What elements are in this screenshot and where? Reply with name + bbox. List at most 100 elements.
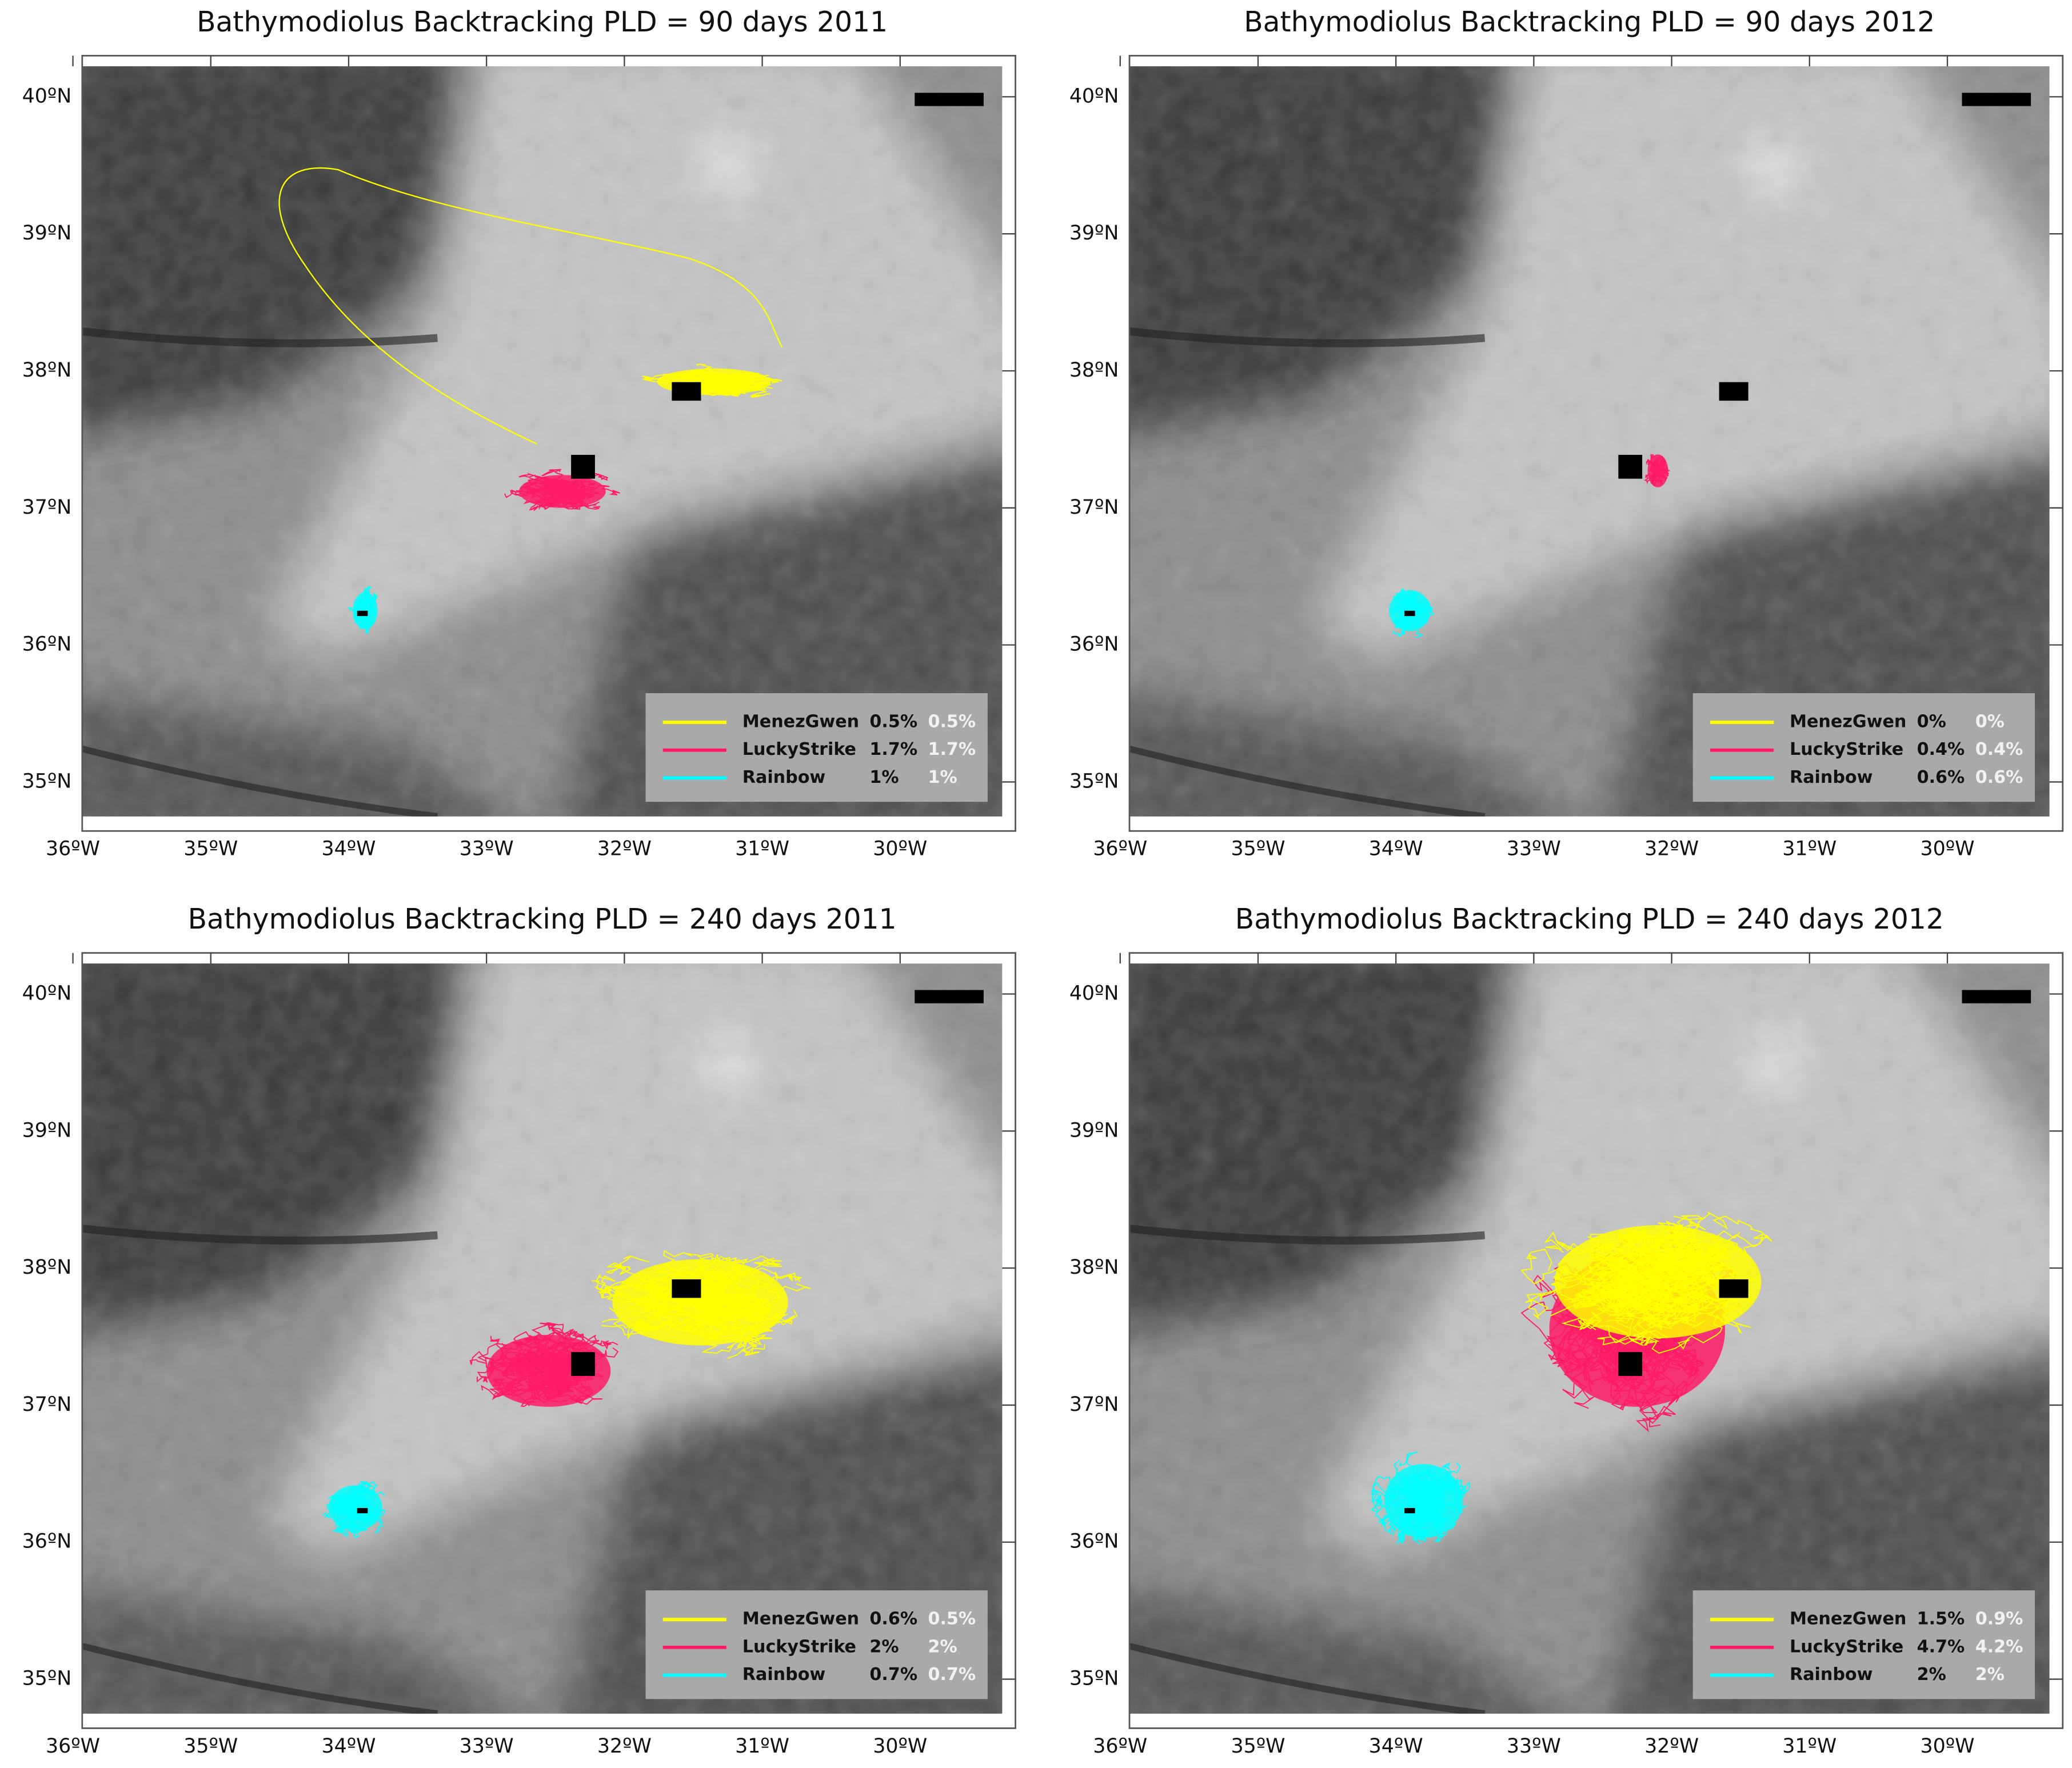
trajectory: [1640, 1275, 1721, 1312]
legend: MenezGwen 0.5% 0.5% LuckyStrike 1.7% 1.7% Rain…: [645, 693, 988, 802]
bathymetry: [1129, 66, 2050, 817]
trajectory: [1392, 1499, 1420, 1545]
legend-value: 1.7%: [869, 739, 917, 759]
trajectory: [356, 1502, 374, 1521]
legend-value: 1%: [928, 767, 957, 787]
map-panel: Bathymodiolus Backtracking PLD = 240 day…: [1069, 903, 2064, 1758]
lat-tick-label: 40ºN: [22, 85, 72, 107]
trajectory: [1599, 1330, 1664, 1399]
trajectory: [1627, 1342, 1699, 1379]
lat-tick-label: 38ºN: [22, 359, 72, 382]
trajectory: [1660, 458, 1667, 478]
trajectory: [516, 1352, 584, 1371]
legend-name: MenezGwen: [1790, 712, 1906, 732]
trajectory: [1662, 1250, 1703, 1286]
legend-name: MenezGwen: [1790, 1609, 1906, 1629]
lat-tick-label: 38ºN: [1069, 1256, 1119, 1279]
trajectory: [1520, 1249, 1632, 1302]
panel-title: Bathymodiolus Backtracking PLD = 90 days…: [1244, 6, 1935, 38]
lon-tick-label: 35ºW: [1231, 838, 1285, 861]
lon-tick-label: 34ºW: [1369, 1735, 1423, 1758]
texture: [1129, 66, 2050, 817]
legend-box: [1692, 693, 2035, 802]
lon-tick-label: 36ºW: [46, 1735, 100, 1758]
trajectory: [1428, 1477, 1452, 1502]
lon-tick-label: 35ºW: [183, 1735, 238, 1758]
trajectory: [1688, 1228, 1772, 1269]
fracture: [82, 745, 438, 817]
bathymetry: [82, 66, 1003, 817]
legend-box: [1692, 1590, 2035, 1699]
legend-name: Rainbow: [742, 1665, 825, 1685]
frame: [81, 55, 1016, 832]
trajectory: [1597, 1298, 1690, 1346]
legend-value: 0.5%: [928, 712, 976, 732]
map-panel: Bathymodiolus Backtracking PLD = 90 days…: [22, 6, 1016, 861]
lon-tick-label: 34ºW: [321, 1735, 376, 1758]
trajectory: [1607, 1230, 1671, 1270]
legend-value: 0.6%: [1917, 767, 1965, 787]
trajectory: [504, 485, 548, 498]
trajectory: [1394, 1459, 1436, 1497]
trajectories: [1371, 1211, 1772, 1545]
trajectory: [1610, 1357, 1688, 1433]
trajectory: [1658, 465, 1670, 478]
lon-tick-label: 31ºW: [735, 838, 789, 861]
legend-box: [645, 1590, 988, 1699]
legend-name: LuckyStrike: [1790, 739, 1903, 759]
site-rainbow: [1404, 1507, 1415, 1514]
trajectory: [1389, 1482, 1438, 1505]
site-luckystrike: [1618, 454, 1643, 479]
lon-tick-label: 31ºW: [1782, 838, 1837, 861]
lon-tick-label: 32ºW: [1644, 838, 1699, 861]
trajectory: [692, 371, 726, 383]
lon-tick-label: 32ºW: [597, 838, 652, 861]
trajectory: [688, 1301, 731, 1325]
panel-title: Bathymodiolus Backtracking PLD = 90 days…: [197, 6, 888, 38]
site-rainbow: [357, 1507, 368, 1514]
site-menezgwen: [672, 382, 701, 401]
trajectory: [644, 1250, 705, 1292]
trajectory: [682, 1270, 730, 1289]
trajectory: [1391, 602, 1412, 615]
frame: [1128, 55, 2064, 832]
lat-tick-label: 40ºN: [1069, 982, 1119, 1005]
panel-title: Bathymodiolus Backtracking PLD = 240 day…: [188, 903, 897, 935]
trajectory: [1525, 1269, 1635, 1320]
trajectory: [721, 386, 770, 398]
lat-tick-label: 38ºN: [1069, 359, 1119, 382]
legend-name: Rainbow: [1790, 767, 1873, 787]
map-panel: Bathymodiolus Backtracking PLD = 90 days…: [1069, 6, 2064, 861]
trajectory: [345, 1495, 364, 1508]
lat-tick-label: 39ºN: [22, 222, 72, 245]
lat-tick-label: 35ºN: [22, 1667, 72, 1690]
trajectory: [591, 1280, 670, 1302]
lat-tick-label: 39ºN: [22, 1119, 72, 1142]
legend-value: 2%: [928, 1637, 957, 1657]
trajectory: [332, 1495, 353, 1517]
legend-value: 0.4%: [1917, 739, 1965, 759]
trajectory: [1414, 1481, 1434, 1535]
lon-tick-label: 34ºW: [321, 838, 376, 861]
legend-value: 0.7%: [869, 1665, 917, 1685]
trajectory: [721, 1306, 772, 1359]
trajectory: [547, 479, 568, 488]
trajectory: [1632, 1215, 1696, 1278]
fracture: [82, 1642, 438, 1714]
lon-tick-label: 36ºW: [1093, 1735, 1147, 1758]
lat-tick-label: 35ºN: [1069, 1667, 1119, 1690]
lat-tick-label: 37ºN: [22, 1393, 72, 1416]
lon-tick-label: 30ºW: [873, 838, 927, 861]
lon-tick-label: 35ºW: [183, 838, 238, 861]
legend-name: Rainbow: [742, 767, 825, 787]
lat-tick-label: 38ºN: [22, 1256, 72, 1279]
scale-bar: [915, 990, 984, 1003]
lon-tick-label: 32ºW: [1644, 1735, 1699, 1758]
trajectory: [1372, 1475, 1411, 1526]
legend-value: 0.6%: [1975, 767, 2023, 787]
trajectory: [595, 1274, 687, 1313]
legend: MenezGwen 0% 0% LuckyStrike 0.4% 0.4% Rainbow 0…: [1692, 693, 2035, 802]
fracture: [1129, 745, 1486, 817]
lon-tick-label: 33ºW: [1507, 838, 1561, 861]
